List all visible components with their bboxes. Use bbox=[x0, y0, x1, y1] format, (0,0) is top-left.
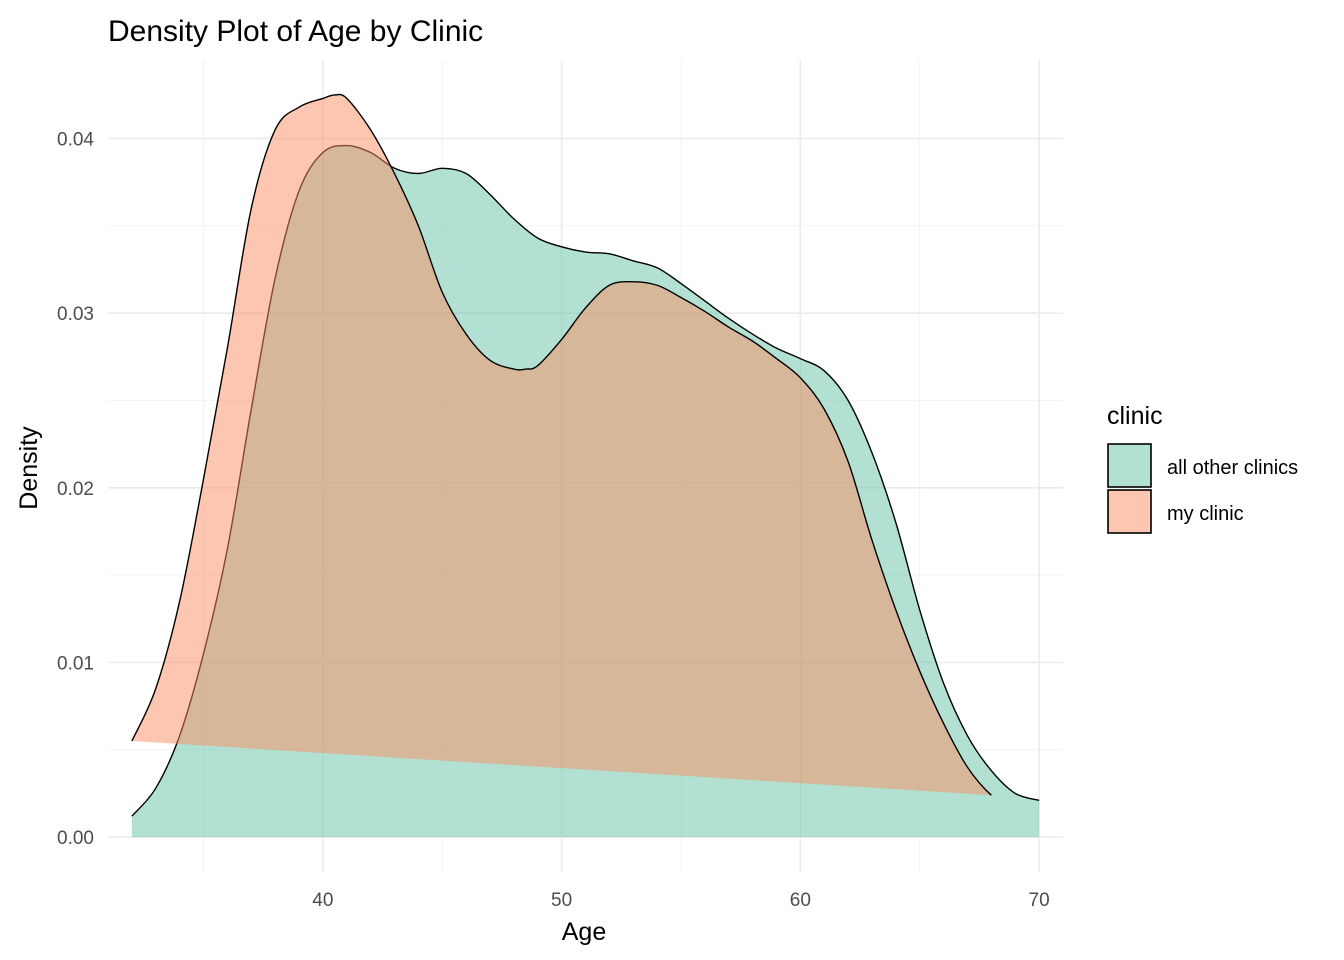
legend-items: all other clinics my clinic bbox=[1107, 443, 1298, 534]
legend-key-my-clinic bbox=[1107, 489, 1152, 534]
y-tick-label: 0.03 bbox=[57, 304, 94, 325]
legend: clinic all other clinics my clinic bbox=[1107, 402, 1298, 534]
y-tick-label: 0.02 bbox=[57, 479, 94, 500]
y-axis-ticks: 0.00 0.01 0.02 0.03 0.04 bbox=[57, 130, 94, 849]
y-tick-label: 0.04 bbox=[57, 130, 94, 151]
x-tick-label: 60 bbox=[790, 890, 811, 911]
x-axis-ticks: 40 50 60 70 bbox=[312, 890, 1049, 911]
x-tick-label: 70 bbox=[1029, 890, 1050, 911]
x-axis-title: Age bbox=[562, 918, 606, 946]
density-line-my-clinic bbox=[131, 93, 992, 796]
x-tick-label: 40 bbox=[312, 890, 333, 911]
density-series bbox=[131, 93, 1040, 838]
legend-title: clinic bbox=[1107, 402, 1163, 430]
y-axis-title: Density bbox=[15, 426, 43, 510]
legend-label-all-other-clinics: all other clinics bbox=[1167, 457, 1298, 479]
legend-key-all-other-clinics bbox=[1107, 443, 1152, 488]
y-tick-label: 0.01 bbox=[57, 653, 94, 674]
y-tick-label: 0.00 bbox=[57, 828, 94, 849]
density-area-my-clinic bbox=[131, 94, 992, 796]
x-tick-label: 50 bbox=[551, 890, 572, 911]
legend-label-my-clinic: my clinic bbox=[1167, 503, 1244, 525]
chart-title: Density Plot of Age by Clinic bbox=[108, 15, 483, 48]
